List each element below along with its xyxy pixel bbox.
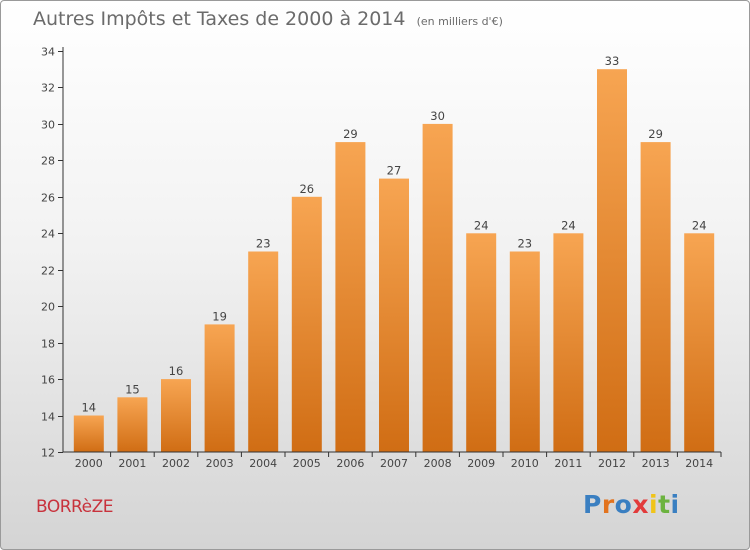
data-label-2003: 19 [212,309,227,323]
chart-title: Autres Impôts et Taxes de 2000 à 2014 [33,8,406,30]
bar-2014 [684,233,715,452]
bar-2011 [553,233,584,452]
x-tick-label-2010: 2010 [511,457,539,470]
bars-group [73,69,715,453]
x-tick-label-2004: 2004 [249,457,277,470]
bar-2001 [117,397,148,452]
data-label-2002: 16 [169,364,184,378]
y-tick-label: 14 [41,411,55,424]
labels-group: 12 14 16 18 20 22 24 26 28 30 32 34 14 2000 15 2001 16 20… [41,46,713,471]
x-tick-label-2003: 2003 [206,457,234,470]
data-label-2009: 24 [474,218,489,232]
data-label-2001: 15 [125,382,140,396]
bar-2007 [379,178,409,452]
y-tick-label: 26 [41,192,55,205]
data-label-2010: 23 [517,237,532,251]
bar-2009 [466,233,497,452]
bar-2004 [248,251,279,452]
data-label-2007: 27 [387,164,402,178]
bar-2010 [509,251,540,452]
data-label-2000: 14 [81,401,96,415]
x-tick-label-2011: 2011 [554,457,582,470]
y-tick-label: 18 [41,338,55,351]
x-tick-label-2002: 2002 [162,457,190,470]
bar-2005 [291,196,322,452]
axes-group [58,47,722,457]
y-tick-label: 12 [41,447,55,460]
logo-letter: P [583,490,602,519]
y-tick-label: 34 [41,46,55,59]
data-label-2011: 24 [561,218,576,232]
data-label-2012: 33 [605,54,620,68]
x-tick-label-2013: 2013 [642,457,670,470]
x-tick-label-2009: 2009 [467,457,495,470]
data-label-2013: 29 [648,127,663,141]
bar-2012 [597,69,627,452]
data-label-2004: 23 [256,237,271,251]
y-tick-label: 20 [41,301,55,314]
bar-2006 [335,142,366,452]
logo-letter: t [658,490,671,519]
data-label-2014: 24 [692,218,707,232]
y-tick-label: 28 [41,155,55,168]
x-tick-label-2008: 2008 [424,457,452,470]
logo-letter: o [614,490,633,519]
x-tick-label-2014: 2014 [685,457,713,470]
y-tick-label: 22 [41,265,55,278]
commune-name: BORRèZE [36,497,113,517]
data-label-2008: 30 [430,109,445,123]
y-tick-label: 30 [41,119,55,132]
x-tick-label-2007: 2007 [380,457,408,470]
chart-subtitle: (en milliers d'€) [416,15,503,28]
bar-2002 [161,379,191,452]
bar-2013 [640,142,671,452]
y-tick-label: 24 [41,228,55,241]
y-tick-label: 16 [41,374,55,387]
x-tick-label-2012: 2012 [598,457,626,470]
data-label-2006: 29 [343,127,358,141]
bar-2000 [73,415,104,452]
logo-letter: i [670,490,680,519]
logo-letter: x [632,490,649,519]
x-tick-label-2000: 2000 [75,457,103,470]
chart-title-row: Autres Impôts et Taxes de 2000 à 2014 (e… [33,8,503,30]
y-tick-label: 32 [41,82,55,95]
logo-letter: i [649,490,659,519]
logo-letter: r [601,490,615,519]
proxiti-logo[interactable]: Proxiti [583,490,680,519]
x-tick-label-2005: 2005 [293,457,321,470]
bar-2003 [204,324,235,452]
x-tick-label-2001: 2001 [118,457,146,470]
bar-2008 [422,123,453,453]
data-label-2005: 26 [299,182,314,196]
x-tick-label-2006: 2006 [336,457,364,470]
